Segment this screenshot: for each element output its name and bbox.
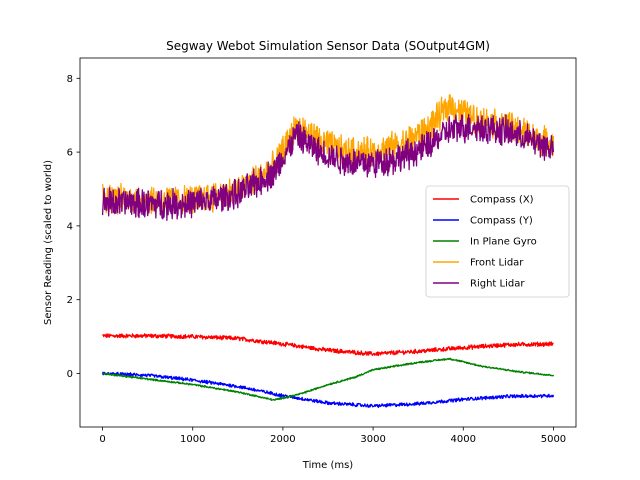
y-tick-label: 2 (67, 295, 73, 306)
y-tick-label: 4 (67, 221, 73, 232)
legend-label: Compass (Y) (470, 216, 533, 227)
x-tick-label: 2000 (270, 434, 295, 445)
y-axis: 0 2 4 6 8 (67, 74, 80, 380)
y-tick-label: 6 (67, 148, 73, 159)
series-line-in-plane-gyro (102, 357, 555, 401)
x-tick-label: 0 (99, 434, 105, 445)
y-tick-label: 8 (67, 74, 73, 85)
series-line-right-lidar (101, 113, 555, 221)
axes-frame (79, 57, 577, 428)
x-tick-label: 1000 (180, 434, 205, 445)
legend-label: Right Lidar (470, 279, 525, 290)
series-line-compass-y (101, 371, 555, 409)
y-axis-label: Sensor Reading (scaled to world) (43, 160, 54, 325)
x-axis-label: Time (ms) (302, 460, 354, 471)
x-tick-label: 3000 (360, 434, 385, 445)
legend-box (425, 185, 570, 298)
legend-label: In Plane Gyro (470, 237, 537, 248)
x-tick-label: 5000 (541, 434, 566, 445)
legend-label: Compass (X) (470, 195, 534, 206)
series-line-compass-x (101, 333, 554, 357)
x-axis: 0 1000 2000 3000 4000 5000 (99, 427, 566, 445)
legend: Compass (X) Compass (Y) In Plane Gyro Front… (425, 185, 570, 298)
y-tick-label: 0 (67, 369, 73, 380)
legend-label: Front Lidar (470, 258, 524, 269)
series-layer (101, 94, 555, 409)
x-tick-label: 4000 (451, 434, 476, 445)
chart-title: Segway Webot Simulation Sensor Data (SOu… (166, 39, 490, 53)
